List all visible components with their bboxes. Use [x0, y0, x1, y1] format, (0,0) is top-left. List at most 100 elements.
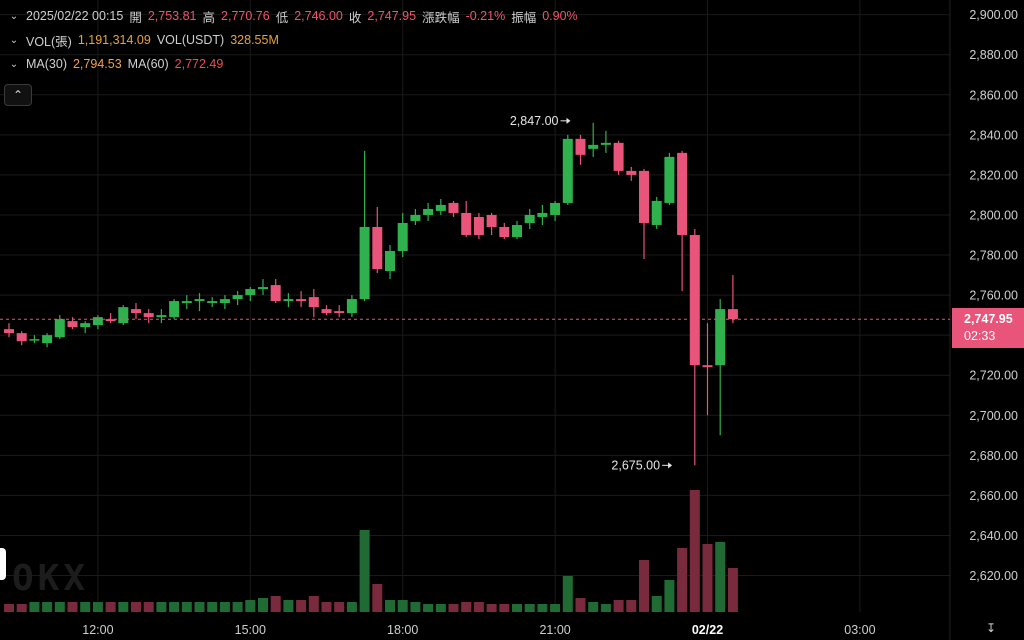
- volume-bar: [562, 576, 573, 612]
- collapse-indicators-button[interactable]: ⌃: [4, 84, 32, 106]
- close-value: 2,747.95: [367, 9, 417, 23]
- y-tick-label: 2,700.00: [969, 409, 1018, 423]
- candle-body: [92, 317, 103, 326]
- vol-value: 1,191,314.09: [77, 33, 151, 47]
- chevron-down-icon[interactable]: ⌄: [9, 34, 19, 46]
- change-label: 漲跌幅: [422, 10, 460, 25]
- y-tick-label: 2,720.00: [969, 369, 1018, 383]
- volume-bar: [42, 602, 53, 612]
- candle-body: [524, 214, 535, 223]
- change-value: -0.21%: [465, 9, 506, 23]
- candle-body: [16, 333, 27, 342]
- y-tick-label: 2,760.00: [969, 289, 1018, 303]
- y-tick-label: 2,660.00: [969, 489, 1018, 503]
- axis-settings-icon[interactable]: ↧: [985, 621, 997, 635]
- volume-bar: [626, 600, 637, 612]
- chevron-down-icon[interactable]: ⌄: [9, 58, 19, 70]
- volume-bar: [16, 604, 27, 612]
- ma30-value: 2,794.53: [72, 57, 122, 71]
- candle-body: [131, 309, 141, 314]
- vol-usdt-value: 328.55M: [230, 33, 279, 47]
- volume-bar: [54, 602, 65, 612]
- ma60-label: MA(60): [127, 57, 169, 71]
- price-annotation-label: 2,847.00: [510, 114, 559, 128]
- candle-body: [372, 226, 383, 270]
- price-annotations: 2,847.00 2,675.00: [510, 114, 673, 472]
- volume-bar: [664, 580, 675, 612]
- candle-body: [423, 208, 434, 215]
- candle-body: [359, 226, 370, 300]
- volume-bar: [499, 604, 510, 612]
- candle-body: [410, 214, 421, 221]
- candle-body: [346, 299, 357, 314]
- x-tick-label: 03:00: [844, 623, 875, 637]
- low-value: 2,746.00: [294, 9, 343, 23]
- volume-bar: [435, 604, 446, 612]
- volume-bar: [296, 600, 307, 612]
- candle-body: [588, 144, 599, 149]
- volume-bar: [308, 596, 319, 612]
- volume-bar: [702, 544, 713, 612]
- volume-bar: [105, 602, 116, 612]
- volume-bar: [588, 602, 599, 612]
- candle-body: [677, 152, 688, 235]
- volume-bar: [346, 602, 357, 612]
- volume-bar: [448, 604, 459, 612]
- y-tick-label: 2,880.00: [969, 48, 1018, 62]
- volume-bar: [143, 602, 154, 612]
- chart-grid: [0, 0, 951, 640]
- volume-bar: [270, 596, 281, 612]
- chevron-up-icon: ⌃: [12, 88, 24, 102]
- candle-body: [600, 142, 611, 145]
- x-tick-label: 02/22: [692, 623, 723, 637]
- volume-bar: [689, 490, 700, 612]
- annotation-arrow-head: [566, 117, 571, 124]
- okx-watermark: OKX: [12, 558, 90, 599]
- candle-body: [42, 335, 53, 344]
- volume-bar: [715, 542, 726, 612]
- volume-bar: [473, 602, 484, 612]
- candle-body: [4, 329, 14, 334]
- volume-bar: [334, 602, 345, 612]
- volume-bar: [550, 604, 561, 612]
- candle-body: [105, 319, 116, 322]
- y-tick-label: 2,800.00: [969, 208, 1018, 222]
- volume-bar: [423, 604, 434, 612]
- x-tick-label: 18:00: [387, 623, 418, 637]
- volume-bar: [613, 600, 624, 612]
- volume-bar: [486, 604, 497, 612]
- volume-bar: [385, 600, 395, 612]
- ohlc-row: ⌄ 2025/02/22 00:15 開 2,753.81 高 2,770.76…: [8, 6, 578, 26]
- side-drawer-handle[interactable]: [0, 548, 6, 580]
- candle-body: [258, 287, 268, 290]
- candle-body: [308, 297, 319, 308]
- x-tick-label: 12:00: [82, 623, 113, 637]
- volume-bar: [639, 560, 649, 612]
- volume-bar: [372, 584, 383, 612]
- candle-body: [143, 313, 154, 318]
- candle-body: [689, 234, 700, 366]
- candle-body: [639, 170, 649, 223]
- candle-body: [207, 301, 218, 304]
- candle-body: [80, 323, 91, 328]
- high-label: 高: [202, 10, 216, 25]
- volume-bar: [512, 604, 522, 612]
- volume-bar: [258, 598, 268, 612]
- chevron-down-icon[interactable]: ⌄: [9, 10, 19, 22]
- volume-bar: [461, 602, 472, 612]
- current-price-tag: 2,747.95 02:33: [952, 308, 1024, 348]
- volume-bars: [4, 490, 738, 612]
- vol-usdt-label: VOL(USDT): [156, 33, 225, 47]
- candle-body: [727, 309, 738, 320]
- volume-bar: [29, 602, 40, 612]
- candle-body: [54, 319, 65, 338]
- candle-body: [499, 226, 510, 237]
- candle-body: [575, 138, 586, 155]
- x-tick-label: 21:00: [539, 623, 570, 637]
- volume-bar: [524, 604, 535, 612]
- x-axis-labels: 12:00 15:00 18:00 21:00 02/22 03:00: [82, 623, 875, 637]
- y-tick-label: 2,780.00: [969, 249, 1018, 263]
- low-label: 低: [275, 10, 289, 25]
- volume-bar: [92, 602, 103, 612]
